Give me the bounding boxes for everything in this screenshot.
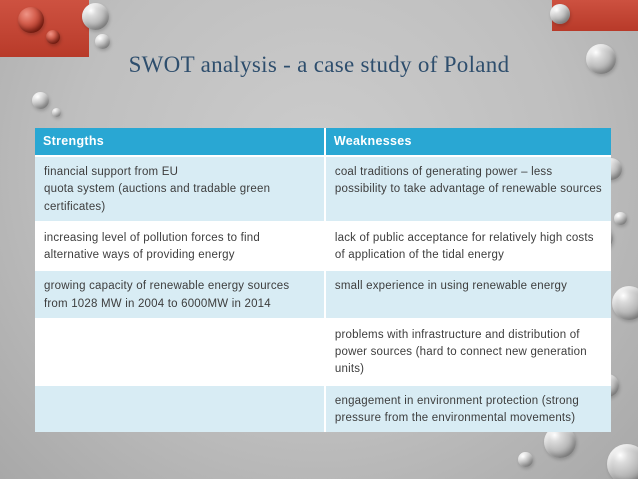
table-row: increasing level of pollution forces to … <box>35 220 611 270</box>
strength-cell: growing capacity of renewable energy sou… <box>35 271 326 318</box>
gray-bubble-icon <box>614 212 627 225</box>
table-row: engagement in environment protection (st… <box>35 383 611 432</box>
red-bubble-icon <box>18 7 44 33</box>
gray-bubble-icon <box>586 44 616 74</box>
gray-bubble-icon <box>32 92 49 109</box>
gray-bubble-icon <box>518 452 533 467</box>
table-row: financial support from EU quota system (… <box>35 155 611 221</box>
swot-table: Strengths Weaknesses financial support f… <box>35 128 611 432</box>
weakness-cell: coal traditions of generating power – le… <box>334 166 602 196</box>
weakness-cell: problems with infrastructure and distrib… <box>334 328 587 376</box>
strength-cell: increasing level of pollution forces to … <box>35 222 326 270</box>
slide-title: SWOT analysis - a case study of Poland <box>128 52 510 77</box>
gray-bubble-icon <box>52 108 61 117</box>
table-row: growing capacity of renewable energy sou… <box>35 269 611 318</box>
weaknesses-column-header: Weaknesses <box>333 134 412 148</box>
gray-bubble-icon <box>82 3 109 30</box>
table-header-row: Strengths Weaknesses <box>35 128 611 155</box>
strength-cell <box>35 319 326 384</box>
gray-bubble-icon <box>550 4 570 24</box>
gray-bubble-icon <box>612 286 638 320</box>
strength-cell: financial support from EU quota system (… <box>35 157 326 221</box>
weakness-cell: engagement in environment protection (st… <box>334 394 579 424</box>
red-bubble-icon <box>46 30 60 44</box>
table-row: problems with infrastructure and distrib… <box>35 317 611 384</box>
gray-bubble-icon <box>95 34 110 49</box>
gray-bubble-icon <box>607 444 638 479</box>
strength-cell <box>35 385 326 432</box>
weakness-cell: small experience in using renewable ener… <box>334 280 568 293</box>
top-left-red-band <box>0 0 89 57</box>
strengths-column-header: Strengths <box>35 128 326 155</box>
weakness-cell: lack of public acceptance for relatively… <box>334 231 594 261</box>
